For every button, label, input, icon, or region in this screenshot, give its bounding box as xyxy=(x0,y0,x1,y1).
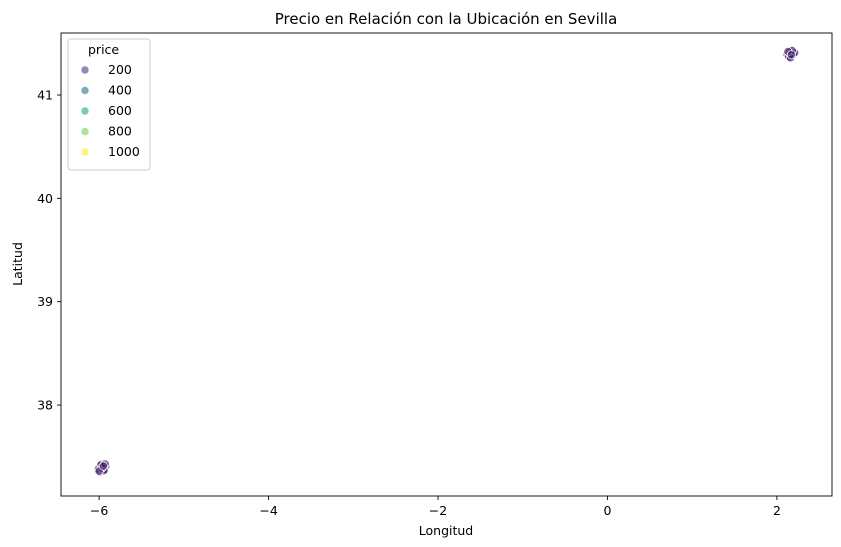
legend-entry: 1000 xyxy=(108,144,140,159)
x-tick-label: −4 xyxy=(259,503,277,518)
legend-marker xyxy=(80,127,90,136)
x-axis-label: Longitud xyxy=(419,523,473,538)
x-tick-label: 2 xyxy=(773,503,781,518)
y-axis-ticks: 38 39 40 41 xyxy=(37,88,61,413)
chart-title: Precio en Relación con la Ubicación en S… xyxy=(275,10,618,28)
legend-marker xyxy=(80,106,90,116)
y-tick-label: 40 xyxy=(37,191,53,206)
legend-marker xyxy=(80,65,90,75)
legend-entry: 600 xyxy=(108,103,132,118)
legend-marker xyxy=(80,86,90,95)
plot-area xyxy=(60,32,833,497)
x-tick-label: 0 xyxy=(604,503,612,518)
data-points xyxy=(93,45,800,477)
y-tick-label: 38 xyxy=(37,398,53,413)
x-tick-label: −2 xyxy=(429,503,447,518)
y-axis-label: Latitud xyxy=(10,242,25,286)
legend-entry: 400 xyxy=(108,83,132,98)
data-point xyxy=(786,50,796,60)
legend-entry: 800 xyxy=(108,124,132,139)
x-axis-ticks: −6 −4 −2 0 2 xyxy=(90,496,781,518)
y-tick-label: 39 xyxy=(37,294,53,309)
x-tick-label: −6 xyxy=(90,503,108,518)
data-point xyxy=(98,461,108,471)
legend-marker xyxy=(80,147,90,157)
y-tick-label: 41 xyxy=(37,88,53,103)
legend-entry: 200 xyxy=(108,62,132,77)
legend: price 200 400 600 800 1000 xyxy=(67,38,151,171)
legend-title: price xyxy=(88,42,119,57)
